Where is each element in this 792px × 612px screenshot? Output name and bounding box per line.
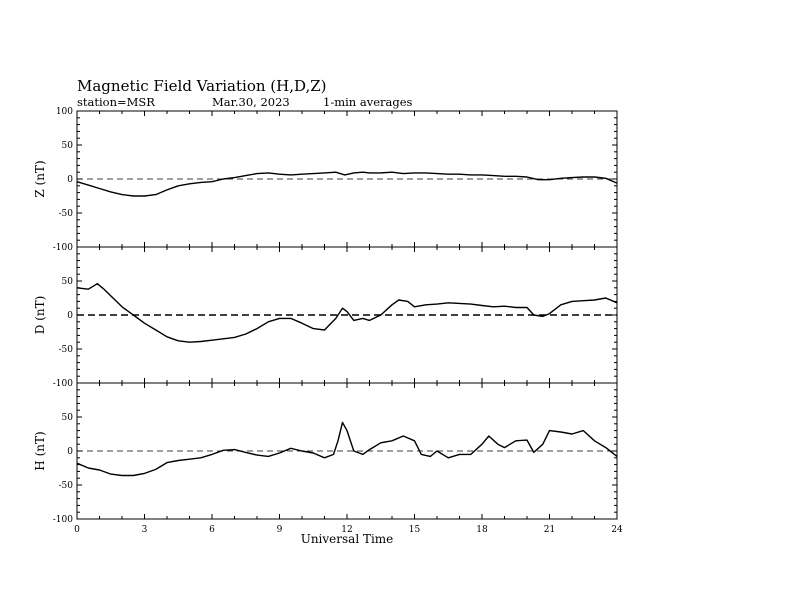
- data-line-h: [76, 421, 618, 477]
- x-tick-label: 0: [74, 525, 80, 535]
- x-tick-label: 3: [142, 525, 148, 535]
- y-tick-label: 50: [62, 277, 74, 287]
- y-tick-label: 0: [67, 311, 73, 321]
- x-tick-label: 24: [611, 525, 623, 535]
- y-tick-label: 0: [67, 175, 73, 185]
- data-line-z: [76, 171, 618, 197]
- y-tick-label: -100: [53, 515, 73, 525]
- panel-d: 50 0 -50 -100 D (nT): [33, 246, 618, 389]
- averaging-label: 1-min averages: [323, 95, 413, 109]
- x-tick-label: 6: [209, 525, 215, 535]
- date-label: Mar.30, 2023: [212, 95, 290, 109]
- x-axis-label: Universal Time: [301, 532, 394, 546]
- y-tick-label: 50: [62, 141, 74, 151]
- plot-panels: 100 50 0 -50 -100 Z (nT) 50 0 -50 -100 D (nT) 50 0 -5…: [33, 107, 623, 546]
- x-tick-label: 15: [409, 525, 421, 535]
- panel-h: 50 0 -50 -100 H (nT) 0 3 6 9 12 15 18 21 24 Universal …: [33, 382, 623, 546]
- x-tick-label: 9: [277, 525, 283, 535]
- y-tick-label: -50: [59, 345, 74, 355]
- y-axis-label: D (nT): [33, 296, 47, 335]
- y-tick-label: -50: [59, 209, 74, 219]
- y-tick-label: 100: [56, 107, 73, 117]
- chart-title: Magnetic Field Variation (H,D,Z): [77, 77, 327, 95]
- station-label: station=MSR: [77, 95, 155, 109]
- y-tick-label: 50: [62, 413, 74, 423]
- x-tick-label: 18: [476, 525, 488, 535]
- y-axis-label: H (nT): [33, 431, 47, 470]
- y-tick-label: -50: [59, 481, 74, 491]
- y-tick-label: 0: [67, 447, 73, 457]
- y-tick-label: -100: [53, 243, 73, 253]
- y-axis-label: Z (nT): [33, 160, 47, 197]
- data-line-d: [76, 283, 618, 343]
- x-tick-label: 12: [341, 525, 352, 535]
- x-tick-label: 21: [544, 525, 555, 535]
- y-tick-label: -100: [53, 379, 73, 389]
- panel-z: 100 50 0 -50 -100 Z (nT): [33, 107, 618, 253]
